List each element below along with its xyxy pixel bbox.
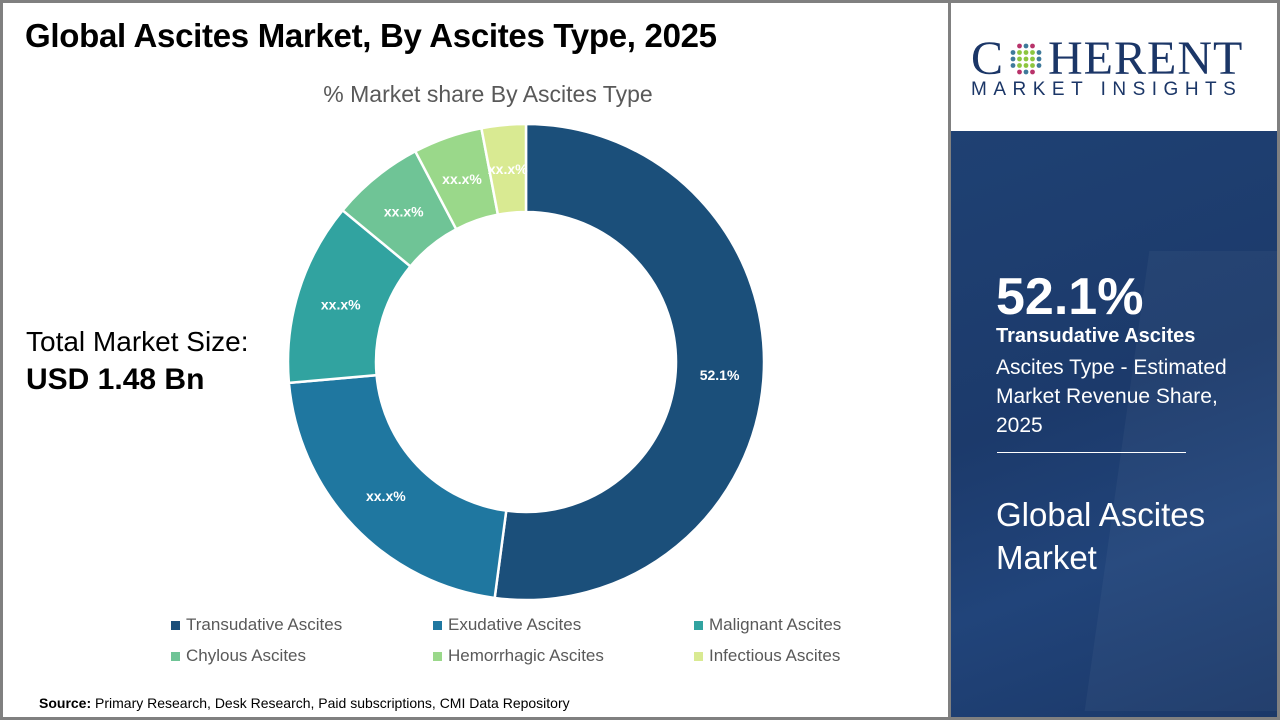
donut-chart: 52.1% xx.x% xx.x% xx.x% xx.x% xx.x%	[286, 122, 766, 602]
logo-letter-c: C	[971, 32, 1005, 85]
highlight-value: 52.1%	[996, 268, 1144, 326]
brand-logo: C HERENT MARKET INSIGHTS	[951, 3, 1277, 131]
legend-item: Hemorrhagic Ascites	[433, 646, 604, 666]
globe-dot	[1017, 62, 1022, 68]
legend-label: Malignant Ascites	[709, 615, 842, 634]
legend-item: Transudative Ascites	[171, 615, 342, 635]
globe-dot	[1023, 62, 1029, 68]
legend-label: Hemorrhagic Ascites	[448, 646, 604, 665]
legend-label: Transudative Ascites	[186, 615, 343, 634]
legend-swatch	[694, 620, 703, 630]
data-label: xx.x%	[442, 171, 482, 187]
globe-dot	[1017, 69, 1022, 74]
globe-dot	[1023, 43, 1029, 48]
legend-swatch	[171, 620, 180, 630]
legend-item: Infectious Ascites	[694, 646, 840, 666]
globe-dot	[1036, 56, 1042, 61]
legend-label: Exudative Ascites	[448, 615, 582, 634]
logo-tagline: MARKET INSIGHTS	[971, 79, 1243, 100]
globe-dot	[1017, 43, 1022, 48]
globe-dot	[1023, 49, 1029, 55]
donut-slice-infectious-ascites	[479, 122, 528, 217]
highlight-panel: 52.1% Transudative Ascites Ascites Type …	[951, 131, 1277, 717]
data-label: xx.x%	[321, 296, 361, 312]
globe-dot	[1017, 56, 1022, 61]
legend-item: Malignant Ascites	[694, 615, 841, 635]
globe-dot	[1017, 49, 1022, 55]
highlight-description: Ascites Type - Estimated Market Revenue …	[996, 356, 1227, 437]
legend-label: Chylous Ascites	[186, 646, 306, 665]
logo-wordmark: C HERENT	[971, 31, 1243, 86]
globe-dot	[1030, 49, 1035, 55]
legend-label: Infectious Ascites	[709, 646, 841, 665]
chart-title: % Market share By Ascites Type	[323, 81, 653, 107]
globe-dot	[1036, 49, 1042, 55]
legend-swatch	[694, 651, 703, 661]
donut-slice-transudative-ascites	[493, 122, 766, 602]
highlight-segment: Transudative Ascites	[996, 325, 1196, 347]
divider	[997, 452, 1186, 453]
data-label: xx.x%	[488, 161, 528, 177]
globe-dot	[1036, 62, 1042, 68]
total-market-size-value: USD 1.48 Bn	[26, 363, 205, 396]
source-label: Source:	[39, 695, 92, 711]
total-market-size-label: Total Market Size:	[26, 326, 249, 357]
legend-swatch	[171, 651, 180, 661]
legend-item: Exudative Ascites	[433, 615, 581, 635]
donut-slice-exudative-ascites	[287, 373, 508, 600]
legend-item: Chylous Ascites	[171, 646, 306, 666]
source-note: Source: Primary Research, Desk Research,…	[39, 695, 570, 711]
globe-dot	[1030, 69, 1035, 74]
data-label: xx.x%	[384, 203, 424, 219]
legend-swatch	[433, 651, 442, 661]
globe-dot	[1010, 49, 1016, 55]
data-label: xx.x%	[366, 488, 406, 504]
chart-panel: Global Ascites Market, By Ascites Type, …	[3, 3, 948, 717]
legend-swatch	[433, 620, 442, 630]
page-title: Global Ascites Market, By Ascites Type, …	[25, 17, 717, 54]
globe-dot	[1023, 69, 1029, 74]
logo-word-rest: HERENT	[1048, 32, 1244, 85]
globe-dot	[1030, 43, 1035, 48]
market-name: Global Ascites Market	[996, 496, 1206, 576]
data-label: 52.1%	[700, 367, 740, 383]
globe-dot	[1023, 56, 1029, 61]
globe-dot	[1010, 56, 1016, 61]
globe-icon	[1010, 43, 1042, 74]
source-text: Primary Research, Desk Research, Paid su…	[95, 695, 570, 711]
globe-dot	[1010, 62, 1016, 68]
globe-dot	[1030, 56, 1035, 61]
globe-dot	[1030, 62, 1035, 68]
